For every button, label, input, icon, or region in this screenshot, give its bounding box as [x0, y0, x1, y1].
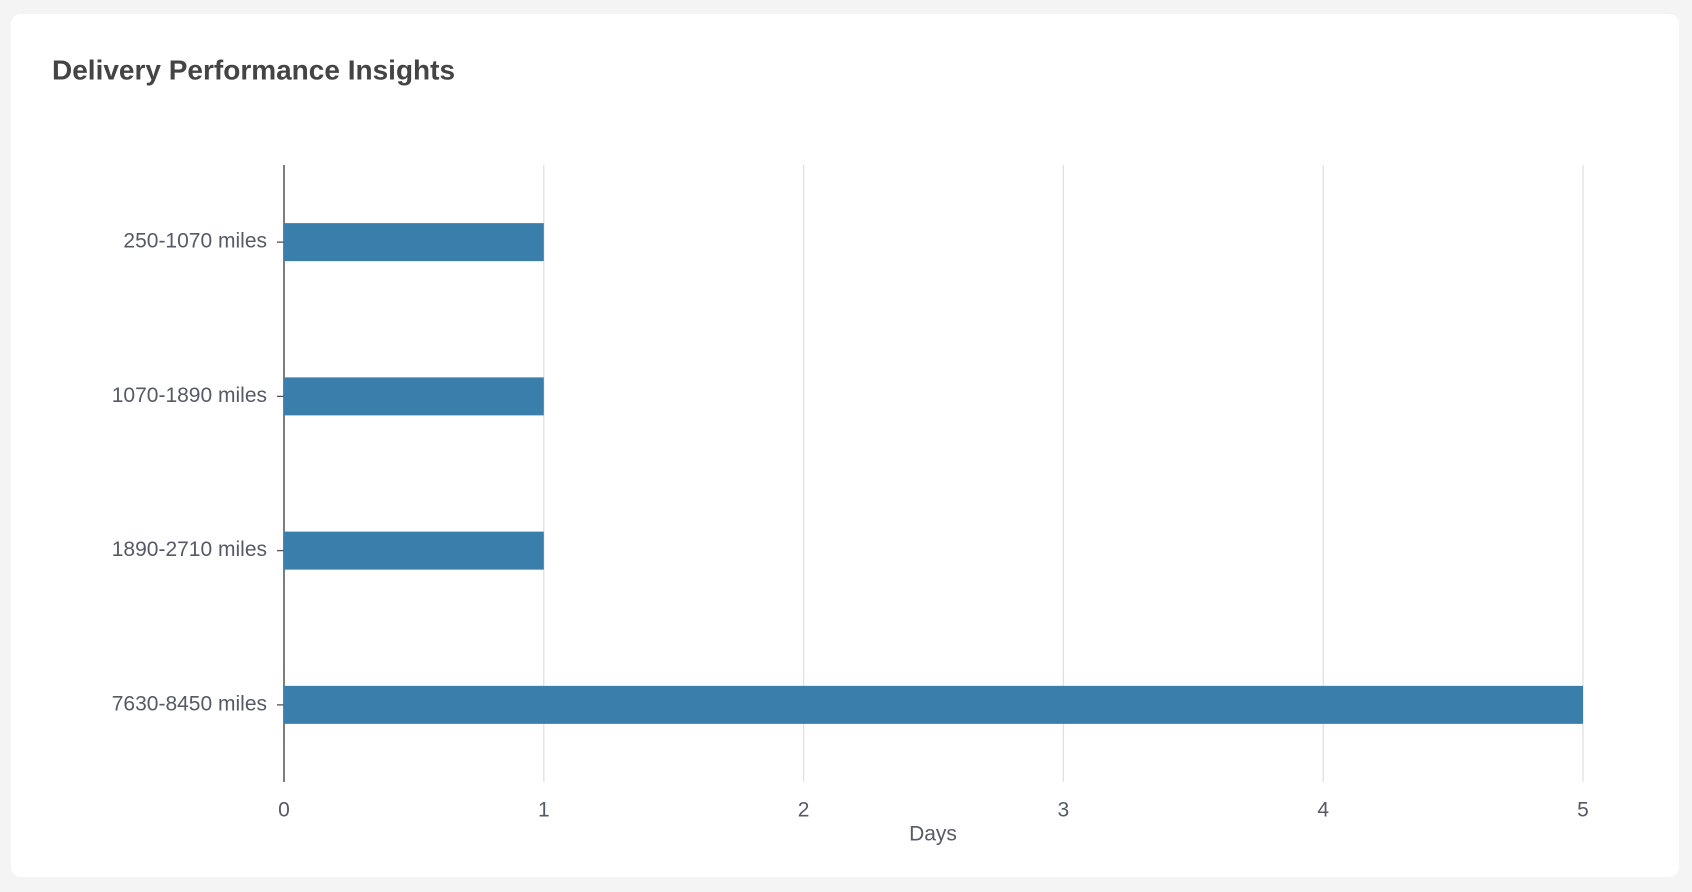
y-tick-label: 1890-2710 miles [112, 538, 267, 561]
y-tick-label: 1070-1890 miles [112, 384, 267, 407]
x-tick-label: 1 [538, 799, 550, 822]
bar [284, 685, 1583, 724]
x-tick-label: 5 [1577, 799, 1589, 822]
x-axis-title: Days [909, 823, 957, 846]
y-tick-label: 7630-8450 miles [112, 692, 267, 715]
x-tick-label: 2 [798, 799, 810, 822]
x-tick-label: 3 [1058, 799, 1070, 822]
bar [284, 531, 544, 570]
bar [284, 223, 544, 262]
bar [284, 377, 544, 416]
y-tick-label: 250-1070 miles [123, 230, 267, 253]
card [11, 14, 1679, 877]
chart-title: Delivery Performance Insights [52, 54, 455, 85]
x-tick-label: 4 [1317, 799, 1329, 822]
x-tick-label: 0 [278, 799, 290, 822]
